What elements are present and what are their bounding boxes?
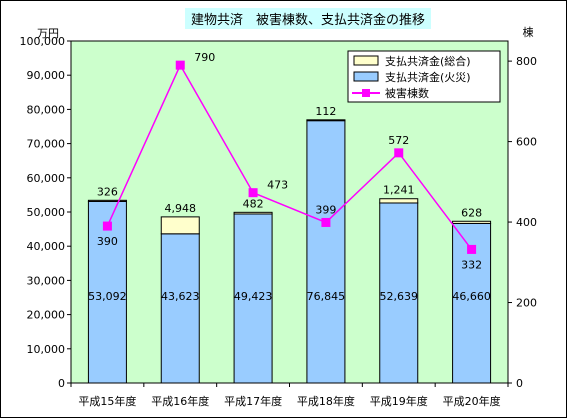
bar-sogo-data-label: 1,241	[383, 184, 415, 197]
left-axis-tick-label: 80,000	[27, 103, 66, 116]
legend: 支払共済金(総合) 支払共済金(火災) 被害棟数	[347, 50, 501, 103]
damage-point-marker	[321, 217, 331, 227]
bar-kasai	[306, 119, 346, 384]
right-axis-tick-label: 200	[516, 297, 537, 310]
bar-sogo-data-label: 326	[97, 185, 118, 198]
damage-point-marker	[394, 148, 404, 158]
left-axis-tick-label: 10,000	[27, 343, 66, 356]
chart-title: 建物共済 被害棟数、支払共済金の推移	[185, 8, 432, 29]
x-axis-category-label: 平成15年度	[78, 394, 136, 408]
legend-marker-damage	[362, 89, 370, 97]
bar-kasai-data-label: 53,092	[88, 290, 127, 303]
bar-kasai-data-label: 49,423	[234, 290, 273, 303]
damage-point-marker	[102, 221, 112, 231]
bar-kasai-data-label: 46,660	[452, 290, 491, 303]
right-axis-tick-label: 800	[516, 55, 537, 68]
left-axis-tick-label: 0	[58, 377, 65, 390]
bar-sogo-data-label: 4,948	[165, 202, 197, 215]
bar-kasai	[379, 202, 419, 384]
bar-sogo	[306, 119, 346, 122]
legend-label-sogo: 支払共済金(総合)	[385, 54, 471, 68]
bar-sogo	[160, 216, 200, 235]
left-axis-tick-label: 70,000	[27, 138, 66, 151]
bar-sogo	[233, 211, 273, 215]
x-axis-category-label: 平成20年度	[443, 394, 501, 408]
damage-data-label: 399	[315, 203, 336, 216]
damage-data-label: 572	[388, 134, 409, 147]
right-axis-tick-label: 600	[516, 136, 537, 149]
bar-sogo	[452, 220, 492, 224]
x-axis-category-label: 平成19年度	[370, 394, 428, 408]
damage-data-label: 473	[267, 179, 288, 192]
right-axis-tick-label: 0	[516, 377, 523, 390]
bar-kasai	[233, 213, 273, 384]
bar-sogo-data-label: 112	[315, 105, 336, 118]
left-axis-tick-label: 40,000	[27, 240, 66, 253]
bar-kasai-data-label: 43,623	[161, 290, 200, 303]
left-axis-tick-label: 30,000	[27, 274, 66, 287]
left-axis-tick-label: 60,000	[27, 172, 66, 185]
bar-kasai-data-label: 76,845	[307, 290, 346, 303]
legend-label-kasai: 支払共済金(火災)	[385, 70, 471, 84]
legend-swatch-sogo	[353, 55, 379, 66]
bar-kasai-data-label: 52,639	[380, 290, 419, 303]
left-axis-unit: 万円	[37, 27, 59, 40]
left-axis-tick-label: 100,000	[20, 35, 66, 48]
x-axis-category-label: 平成17年度	[224, 394, 282, 408]
damage-data-label: 790	[194, 51, 215, 64]
damage-line	[106, 63, 473, 250]
bar-sogo-data-label: 482	[243, 197, 264, 210]
left-axis-tick-label: 20,000	[27, 309, 66, 322]
bar-sogo-data-label: 628	[461, 206, 482, 219]
damage-point-marker	[248, 188, 258, 198]
damage-point-marker	[175, 60, 185, 70]
legend-label-damage: 被害棟数	[385, 86, 429, 100]
x-axis-category-label: 平成16年度	[151, 394, 209, 408]
right-axis-unit: 棟	[523, 25, 534, 39]
legend-swatch-kasai	[353, 71, 379, 82]
bar-kasai	[160, 233, 200, 384]
x-axis-category-label: 平成18年度	[297, 394, 355, 408]
left-axis-tick-label: 50,000	[27, 206, 66, 219]
damage-point-marker	[467, 244, 477, 254]
bar-sogo	[379, 198, 419, 204]
damage-data-label: 332	[461, 258, 482, 271]
bar-sogo	[87, 199, 127, 202]
damage-data-label: 390	[97, 235, 118, 248]
left-axis-tick-label: 90,000	[27, 69, 66, 82]
right-axis-tick-label: 400	[516, 216, 537, 229]
chart-marks: 0 10,000 20,000 30,000 40,000 50,000 60,000 70,…	[20, 35, 538, 408]
